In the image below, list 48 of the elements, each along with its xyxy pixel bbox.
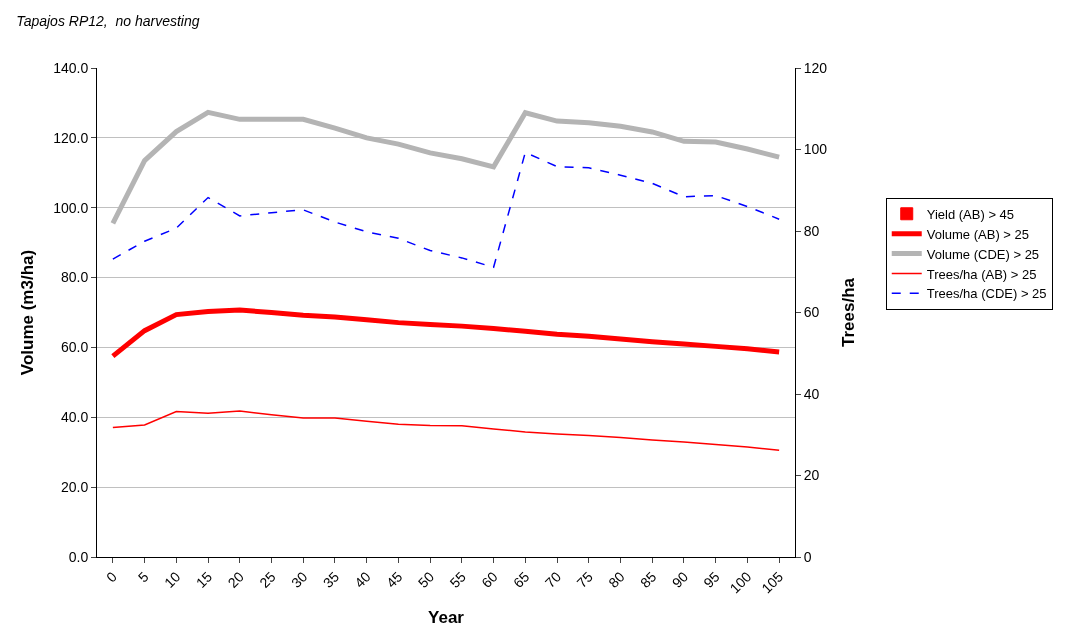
legend-label: Yield (AB) > 45 xyxy=(926,206,1015,222)
x-tick-label: 70 xyxy=(541,568,565,591)
line-series xyxy=(112,151,780,269)
y2-tick-label: 120 xyxy=(803,59,828,76)
x-tick-label: 60 xyxy=(478,568,501,591)
y-tick-label: 140.0 xyxy=(53,59,89,76)
line-series xyxy=(112,410,780,451)
y-axis-title: Volume (m3/ha) xyxy=(17,249,37,376)
x-tick-label: 50 xyxy=(414,568,438,591)
chart-title: Tapajos RP12, no harvesting xyxy=(16,12,200,29)
x-tick-label: 35 xyxy=(319,568,343,591)
legend-label: Trees/ha (CDE) > 25 xyxy=(926,286,1047,302)
x-tick-label: 105 xyxy=(758,568,787,597)
x-tick-label: 100 xyxy=(726,568,755,597)
legend-label: Volume (AB) > 25 xyxy=(926,226,1029,242)
x-tick-label: 40 xyxy=(351,568,374,591)
y-tick-label: 60.0 xyxy=(60,339,89,356)
x-axis-title: Year xyxy=(428,607,465,627)
legend-label: Volume (CDE) > 25 xyxy=(926,246,1040,262)
y-tick-label: 120.0 xyxy=(53,129,89,146)
x-tick-label: 55 xyxy=(446,568,470,591)
y-tick-label: 0.0 xyxy=(68,548,89,565)
y2-tick-label: 100 xyxy=(803,141,828,158)
x-tick-label: 0 xyxy=(103,568,121,586)
y2-tick-label: 40 xyxy=(803,385,820,402)
x-tick-label: 80 xyxy=(605,568,628,591)
y-tick-label: 100.0 xyxy=(53,199,89,216)
x-tick-label: 20 xyxy=(224,568,247,591)
x-tick-label: 25 xyxy=(256,568,279,591)
y-tick-label: 80.0 xyxy=(60,269,89,286)
y2-tick-label: 60 xyxy=(803,304,820,321)
x-tick-label: 65 xyxy=(510,568,533,591)
x-tick-label: 30 xyxy=(287,568,311,591)
x-tick-label: 45 xyxy=(383,568,406,591)
legend-label: Trees/ha (AB) > 25 xyxy=(926,266,1037,282)
x-tick-label: 90 xyxy=(668,568,692,591)
y-tick-label: 40.0 xyxy=(60,409,89,426)
x-tick-label: 10 xyxy=(161,568,184,591)
x-tick-label: 95 xyxy=(700,568,723,591)
x-tick-label: 5 xyxy=(134,568,152,586)
y2-tick-label: 20 xyxy=(803,467,820,484)
y2-tick-label: 0 xyxy=(803,548,812,565)
y2-tick-label: 80 xyxy=(803,222,820,239)
y-tick-label: 20.0 xyxy=(60,479,89,496)
x-tick-label: 85 xyxy=(636,568,660,591)
y2-axis-title: Trees/ha xyxy=(838,277,858,347)
x-tick-label: 15 xyxy=(192,568,216,591)
x-tick-label: 75 xyxy=(573,568,596,591)
